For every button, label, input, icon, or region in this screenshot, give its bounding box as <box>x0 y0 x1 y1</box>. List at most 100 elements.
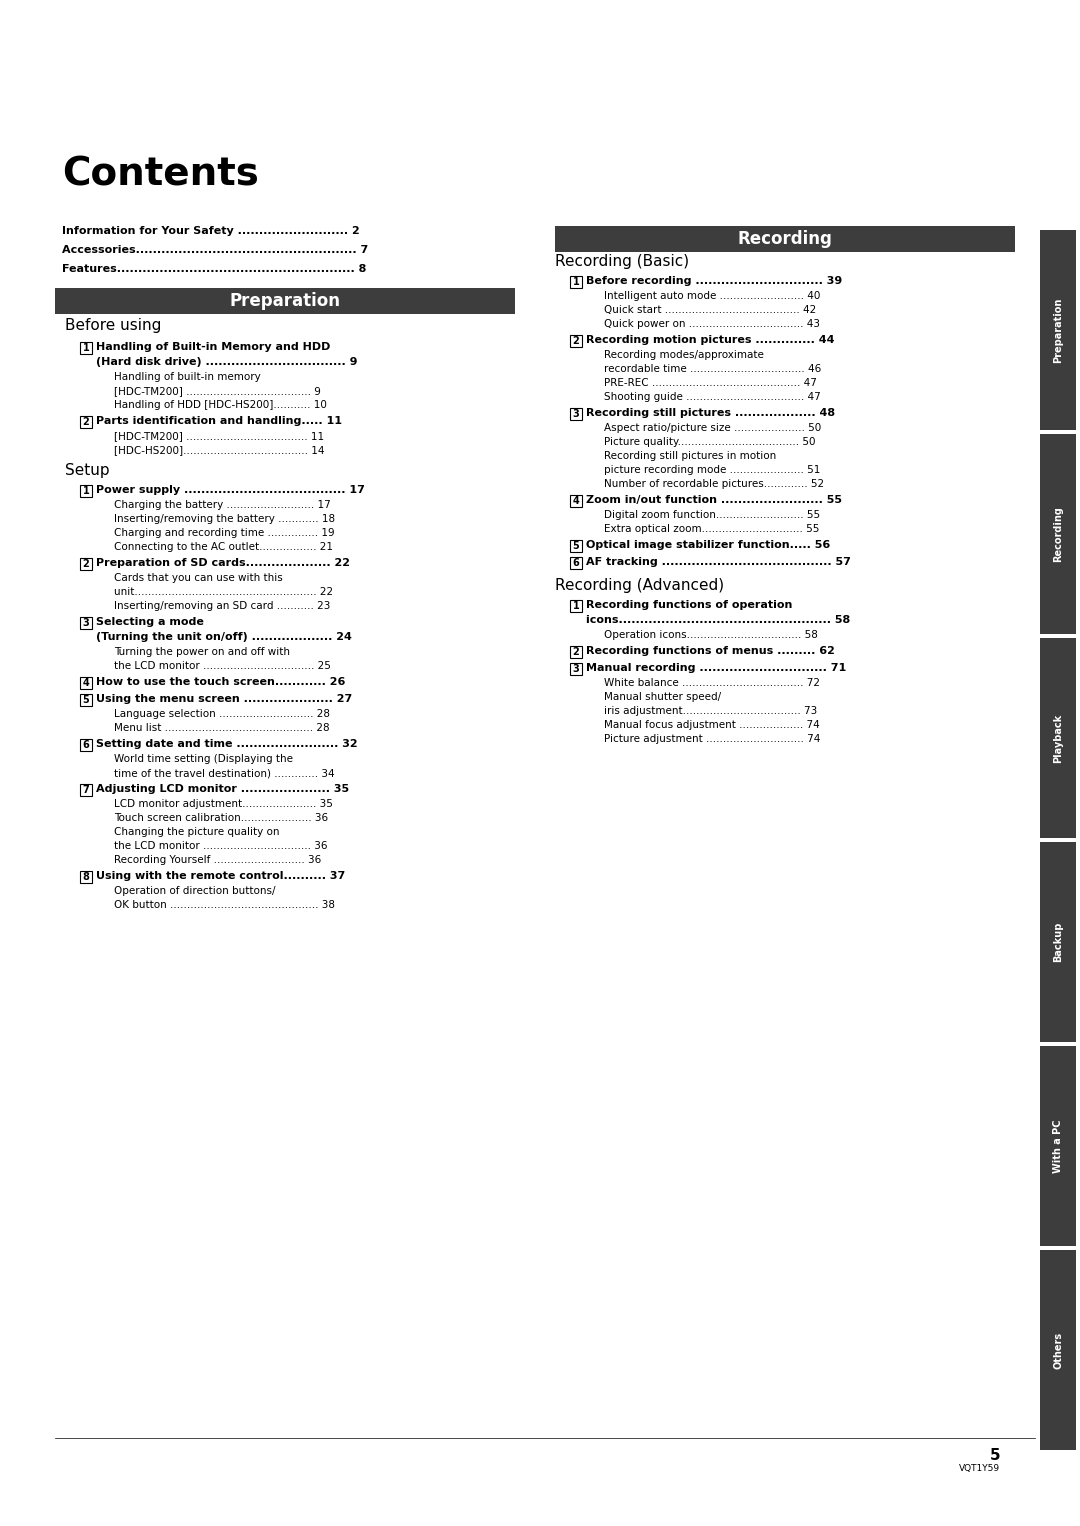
Text: Picture adjustment ............................. 74: Picture adjustment .....................… <box>604 734 821 745</box>
FancyBboxPatch shape <box>55 288 515 314</box>
Text: the LCD monitor ................................. 25: the LCD monitor ........................… <box>114 661 330 671</box>
Text: recordable time .................................. 46: recordable time ........................… <box>604 365 821 374</box>
Text: Handling of Built-in Memory and HDD: Handling of Built-in Memory and HDD <box>96 342 330 353</box>
Text: Parts identification and handling..... 11: Parts identification and handling..... 1… <box>96 417 342 426</box>
Text: Turning the power on and off with: Turning the power on and off with <box>114 647 291 658</box>
Text: Playback: Playback <box>1053 713 1063 763</box>
Text: Power supply ...................................... 17: Power supply ...........................… <box>96 485 365 494</box>
Text: Contents: Contents <box>62 156 259 194</box>
Text: Cards that you can use with this: Cards that you can use with this <box>114 572 283 583</box>
Text: Recording still pictures in motion: Recording still pictures in motion <box>604 452 777 461</box>
Text: World time setting (Displaying the: World time setting (Displaying the <box>114 754 293 765</box>
Text: Recording (Basic): Recording (Basic) <box>555 253 689 269</box>
Text: Preparation: Preparation <box>1053 298 1063 363</box>
Text: 4: 4 <box>572 496 579 507</box>
Text: Quick start ........................................ 42: Quick start ............................… <box>604 305 816 314</box>
Text: 6: 6 <box>83 740 90 749</box>
Text: Digital zoom function.......................... 55: Digital zoom function...................… <box>604 510 820 520</box>
Text: Using the menu screen ..................... 27: Using the menu screen ..................… <box>96 694 352 703</box>
FancyBboxPatch shape <box>570 276 582 288</box>
Text: Selecting a mode: Selecting a mode <box>96 617 204 627</box>
Text: 8: 8 <box>82 871 90 882</box>
Text: OK button ............................................ 38: OK button ..............................… <box>114 900 335 909</box>
FancyBboxPatch shape <box>570 494 582 507</box>
Text: Touch screen calibration..................... 36: Touch screen calibration................… <box>114 813 328 823</box>
Text: White balance .................................... 72: White balance ..........................… <box>604 678 820 688</box>
Text: Preparation of SD cards.................... 22: Preparation of SD cards.................… <box>96 559 350 568</box>
Text: Quick power on .................................. 43: Quick power on .........................… <box>604 319 820 330</box>
Text: Changing the picture quality on: Changing the picture quality on <box>114 827 280 836</box>
Text: Preparation: Preparation <box>229 291 340 310</box>
Text: Before recording .............................. 39: Before recording .......................… <box>586 276 842 285</box>
FancyBboxPatch shape <box>570 336 582 346</box>
FancyBboxPatch shape <box>570 600 582 612</box>
Text: Recording motion pictures .............. 44: Recording motion pictures ..............… <box>586 336 835 345</box>
Text: (Turning the unit on/off) ................... 24: (Turning the unit on/off) ..............… <box>96 632 352 642</box>
Text: 5: 5 <box>572 542 579 551</box>
Text: Information for Your Safety .......................... 2: Information for Your Safety ............… <box>62 226 360 237</box>
Text: 3: 3 <box>572 664 579 674</box>
FancyBboxPatch shape <box>570 557 582 569</box>
Text: 1: 1 <box>83 485 90 496</box>
Text: unit...................................................... 22: unit....................................… <box>114 588 333 597</box>
FancyBboxPatch shape <box>80 485 92 497</box>
Text: Charging and recording time ............... 19: Charging and recording time ............… <box>114 528 335 539</box>
FancyBboxPatch shape <box>80 342 92 354</box>
Text: Recording functions of operation: Recording functions of operation <box>586 600 793 610</box>
Text: (Hard disk drive) ................................. 9: (Hard disk drive) ......................… <box>96 357 357 366</box>
FancyBboxPatch shape <box>1040 433 1076 633</box>
Text: 2: 2 <box>83 417 90 427</box>
Text: 6: 6 <box>572 559 579 568</box>
Text: Recording modes/approximate: Recording modes/approximate <box>604 349 764 360</box>
Text: 5: 5 <box>83 694 90 705</box>
FancyBboxPatch shape <box>555 226 1015 252</box>
Text: AF tracking ........................................ 57: AF tracking ............................… <box>586 557 851 568</box>
Text: Recording functions of menus ......... 62: Recording functions of menus ......... 6… <box>586 645 835 656</box>
Text: Shooting guide ................................... 47: Shooting guide .........................… <box>604 392 821 401</box>
Text: How to use the touch screen............ 26: How to use the touch screen............ … <box>96 678 346 687</box>
FancyBboxPatch shape <box>1040 230 1076 430</box>
Text: Operation of direction buttons/: Operation of direction buttons/ <box>114 887 275 896</box>
FancyBboxPatch shape <box>80 559 92 571</box>
Text: Recording: Recording <box>1053 507 1063 562</box>
Text: Handling of built-in memory: Handling of built-in memory <box>114 372 260 382</box>
FancyBboxPatch shape <box>80 694 92 707</box>
Text: 5: 5 <box>989 1448 1000 1463</box>
Text: Zoom in/out function ........................ 55: Zoom in/out function ...................… <box>586 494 842 505</box>
Text: 2: 2 <box>572 336 579 346</box>
Text: Features........................................................ 8: Features................................… <box>62 264 366 275</box>
Text: Language selection ............................ 28: Language selection .....................… <box>114 710 330 719</box>
Text: 3: 3 <box>572 409 579 420</box>
Text: VQT1Y59: VQT1Y59 <box>959 1463 1000 1473</box>
Text: Extra optical zoom.............................. 55: Extra optical zoom......................… <box>604 523 820 534</box>
Text: Using with the remote control.......... 37: Using with the remote control.......... … <box>96 871 346 881</box>
FancyBboxPatch shape <box>1040 1250 1076 1450</box>
Text: time of the travel destination) ............. 34: time of the travel destination) ........… <box>114 768 335 778</box>
Text: Others: Others <box>1053 1332 1063 1369</box>
Text: LCD monitor adjustment...................... 35: LCD monitor adjustment..................… <box>114 800 333 809</box>
Text: [HDC-HS200]..................................... 14: [HDC-HS200].............................… <box>114 446 324 455</box>
Text: picture recording mode ...................... 51: picture recording mode .................… <box>604 465 821 475</box>
FancyBboxPatch shape <box>80 784 92 797</box>
Text: Handling of HDD [HDC-HS200]........... 10: Handling of HDD [HDC-HS200]........... 1… <box>114 400 327 410</box>
Text: Aspect ratio/picture size ..................... 50: Aspect ratio/picture size ..............… <box>604 423 821 433</box>
Text: Number of recordable pictures............. 52: Number of recordable pictures...........… <box>604 479 824 488</box>
Text: Manual focus adjustment ................... 74: Manual focus adjustment ................… <box>604 720 820 729</box>
Text: 1: 1 <box>572 601 579 610</box>
Text: Accessories.................................................... 7: Accessories.............................… <box>62 246 368 255</box>
Text: Manual shutter speed/: Manual shutter speed/ <box>604 691 721 702</box>
FancyBboxPatch shape <box>80 678 92 690</box>
Text: 1: 1 <box>83 343 90 353</box>
Text: the LCD monitor ................................ 36: the LCD monitor ........................… <box>114 841 327 852</box>
Text: 2: 2 <box>83 559 90 569</box>
Text: Manual recording .............................. 71: Manual recording .......................… <box>586 662 847 673</box>
Text: Recording still pictures ................... 48: Recording still pictures ...............… <box>586 407 835 418</box>
Text: Optical image stabilizer function..... 56: Optical image stabilizer function..... 5… <box>586 540 831 549</box>
Text: Before using: Before using <box>65 317 161 333</box>
Text: 2: 2 <box>572 647 579 658</box>
FancyBboxPatch shape <box>570 540 582 552</box>
Text: 1: 1 <box>572 278 579 287</box>
Text: Charging the battery .......................... 17: Charging the battery ...................… <box>114 501 330 510</box>
Text: icons.................................................. 58: icons...................................… <box>586 615 850 626</box>
Text: Recording: Recording <box>738 230 833 249</box>
